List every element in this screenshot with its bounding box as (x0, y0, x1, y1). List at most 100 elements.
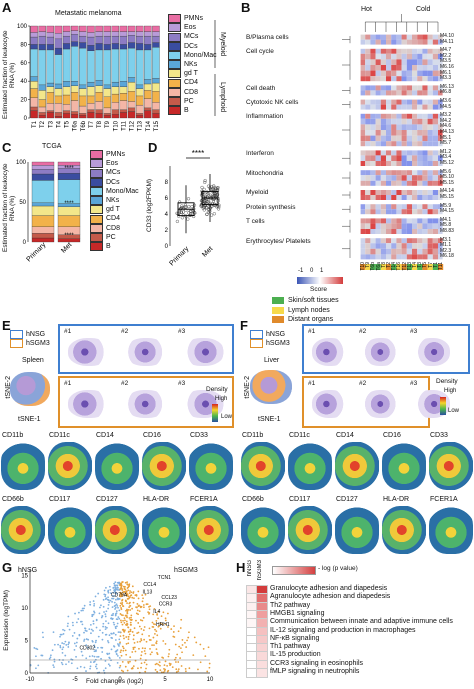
g-point (94, 641, 97, 644)
g-point (119, 593, 122, 596)
g-point (144, 647, 147, 650)
b-heatmap-cell (427, 149, 433, 156)
b-heatmap-cell (422, 34, 428, 40)
b-group-label: Erythrocytes/ Platelets (246, 237, 311, 245)
g-point (159, 669, 162, 672)
g-point (41, 631, 44, 634)
g-point (76, 637, 79, 640)
g-point (172, 631, 175, 633)
a-bar-segment (95, 85, 103, 93)
legend-item: DCs (168, 41, 217, 51)
g-point (110, 592, 112, 594)
b-heatmap-cell (370, 203, 376, 210)
g-point (112, 645, 115, 647)
g-point (147, 611, 150, 614)
b-heatmap-cell (391, 76, 397, 82)
legend-item: DCs (90, 177, 139, 187)
g-point (104, 626, 107, 628)
a-bar-segment (152, 35, 160, 43)
f-hnsg-subsets (302, 324, 470, 374)
a-bar-segment (103, 49, 111, 86)
b-site-cell (427, 264, 433, 270)
b-heatmap-cell (360, 248, 366, 255)
b-heatmap-cell (417, 104, 423, 111)
b-heatmap-cell (438, 161, 444, 167)
b-heatmap-cell (391, 70, 397, 77)
a-ytick-label: 20 (20, 98, 27, 104)
g-point (123, 617, 126, 620)
g-point (85, 630, 88, 632)
c-bar-segment (31, 215, 55, 227)
g-point (119, 642, 121, 645)
b-heatmap-cell (375, 130, 381, 136)
g-point (177, 630, 180, 633)
b-heatmap-cell (406, 149, 412, 156)
a-bar-segment (30, 76, 38, 82)
g-point (156, 652, 158, 654)
g-point (61, 663, 64, 666)
b-heatmap-cell (438, 118, 444, 125)
g-point (75, 641, 78, 644)
a-bar-segment (70, 114, 79, 119)
b-heatmap-cell (380, 90, 386, 96)
b-heatmap-cell (380, 169, 386, 176)
b-heatmap-cell (360, 99, 366, 105)
marker-density (335, 506, 379, 554)
g-point (115, 598, 117, 601)
b-heatmap-cell (360, 217, 366, 224)
marker-label: CD11b (242, 432, 264, 439)
b-heatmap-cell (391, 254, 397, 260)
marker-density (189, 506, 233, 554)
g-point (173, 625, 175, 628)
b-heatmap-cell (438, 65, 444, 71)
g-point (122, 619, 124, 622)
b-heatmap-cell (396, 48, 402, 54)
b-module-label: M6.18 (440, 253, 454, 260)
a-bar-segment (54, 38, 63, 49)
b-heatmap-cell (360, 34, 366, 40)
b-heatmap-cell (438, 53, 444, 60)
legend-item: gd T (90, 205, 139, 215)
legend-item: CD4 (168, 78, 217, 88)
b-heatmap-cell (401, 175, 407, 181)
g-point (116, 643, 119, 645)
g-point (140, 638, 142, 640)
site-legend-item: Distant organs (272, 315, 339, 325)
g-point (160, 615, 163, 617)
a-bar-segment (38, 84, 46, 91)
site-legend: Skin/soft tissues Lymph nodes Distant orga… (272, 296, 339, 325)
g-point (119, 588, 122, 590)
a-bar-segment (46, 32, 55, 38)
a-bar-segment (103, 44, 111, 51)
f-density-label: Density (436, 378, 458, 385)
g-point (96, 646, 99, 649)
b-heatmap-cell (427, 169, 433, 176)
b-heatmap-cell (438, 217, 444, 224)
g-point (49, 654, 52, 657)
b-heatmap-cell (396, 104, 402, 111)
a-bar-segment (46, 112, 55, 119)
b-heatmap-cell (427, 34, 433, 40)
b-heatmap-cell (365, 90, 371, 96)
g-point (122, 649, 125, 652)
site-legend-swatch (272, 297, 284, 305)
g-point (174, 656, 177, 659)
g-point (162, 640, 165, 642)
subset-density (125, 338, 167, 366)
site-legend-label: Distant organs (288, 316, 334, 323)
a-bar-segment (46, 44, 55, 51)
b-heatmap-cell (438, 34, 444, 40)
a-bar-segment (54, 103, 63, 113)
b-heatmap-cell (412, 223, 418, 229)
b-group-label: Mitochondria (246, 169, 284, 177)
g-point (156, 613, 158, 615)
a-bar-segment (144, 83, 152, 91)
legend-swatch (90, 159, 103, 169)
g-point (85, 657, 88, 660)
g-point (61, 642, 64, 644)
b-heatmap-cell (412, 90, 418, 96)
a-bar-segment (135, 84, 144, 89)
g-point (49, 656, 52, 659)
a-bar-segment (54, 25, 63, 34)
g-point (88, 628, 91, 631)
